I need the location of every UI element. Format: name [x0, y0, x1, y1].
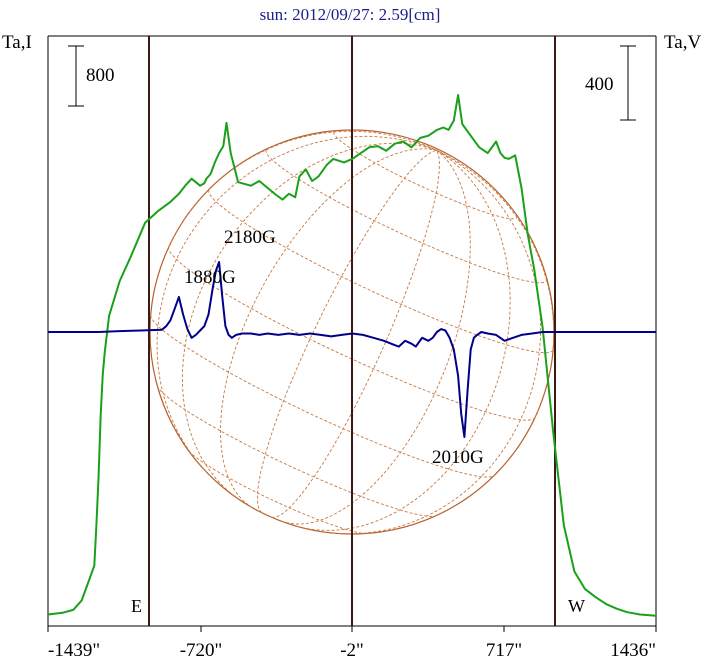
x-axis-ticks: -1439" -720" -2" 717" 1436" [47, 626, 657, 661]
disk-parallel [333, 131, 518, 220]
disk-meridian [168, 130, 437, 247]
scale-bar-left-label: 800 [86, 65, 115, 86]
disk-meridian [296, 149, 511, 531]
disk-meridian [181, 142, 437, 500]
x-tick-label: 717" [486, 640, 522, 661]
disk-meridian [156, 135, 437, 476]
scale-bar-left: 800 [68, 45, 115, 107]
disk-parallel [150, 315, 495, 478]
series-line-stokes-v [48, 261, 656, 438]
disk-meridian [220, 148, 437, 509]
disk-parallel [208, 189, 554, 354]
chart-title: sun: 2012/09/27: 2.59[cm] [260, 5, 441, 24]
series-line-stokes-i [47, 94, 657, 617]
annotation-2180g: 2180G [224, 227, 276, 248]
disk-parallel [168, 246, 536, 421]
disk-meridian [281, 149, 471, 525]
scale-bar-right: 400 [585, 45, 636, 121]
x-tick-label: -1439" [48, 640, 100, 661]
disk-meridian [256, 149, 437, 513]
disk-meridian [333, 149, 542, 535]
disk-parallel [156, 385, 437, 517]
left-axis-label: Ta,I [2, 32, 32, 53]
x-tick-label: -720" [180, 640, 223, 661]
west-limb-label: W [568, 596, 585, 616]
disk-parallel [265, 149, 548, 284]
x-tick-label: -2" [340, 640, 364, 661]
annotation-2010g: 2010G [432, 447, 484, 468]
east-limb-label: E [131, 596, 142, 616]
disk-parallel [188, 450, 366, 534]
right-axis-label: Ta,V [664, 32, 701, 53]
disk-meridian [436, 149, 555, 418]
x-tick-label: 1436" [610, 640, 656, 661]
frame [47, 35, 657, 627]
annotation-1880g: 1880G [184, 267, 236, 288]
series-group [47, 94, 657, 617]
scale-bar-right-label: 400 [585, 74, 614, 95]
